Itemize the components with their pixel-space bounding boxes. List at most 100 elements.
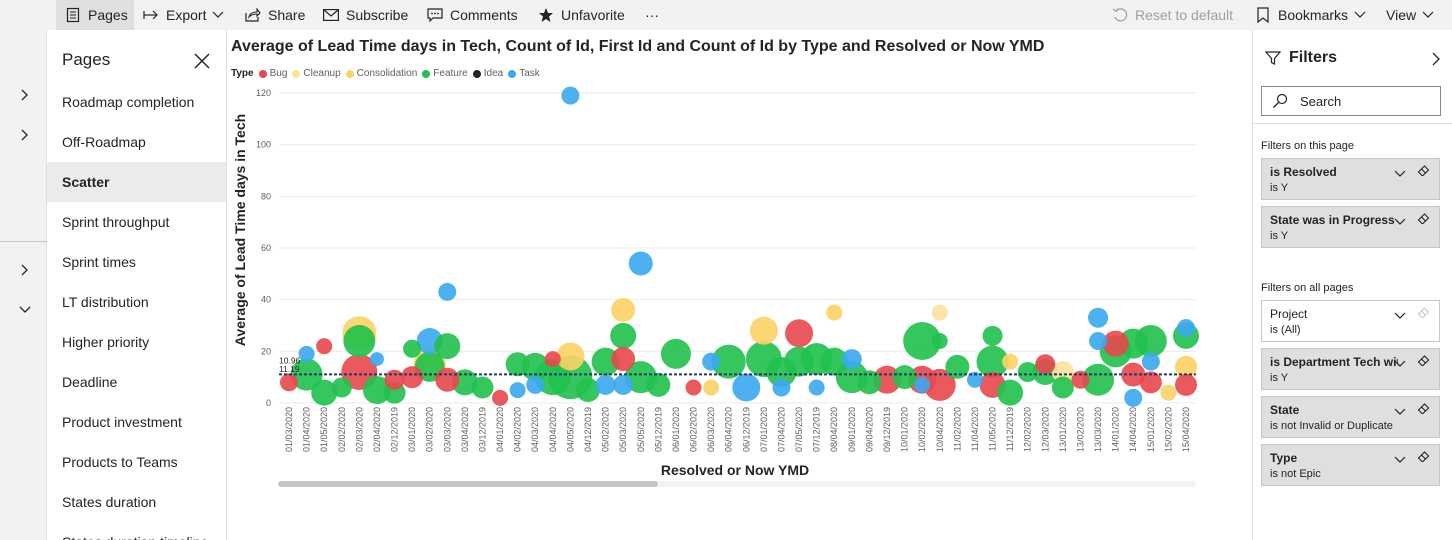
data-point[interactable]: [613, 374, 634, 395]
legend-entry[interactable]: Feature: [422, 68, 468, 79]
data-point[interactable]: [749, 316, 778, 345]
data-point[interactable]: [611, 347, 636, 372]
data-point[interactable]: [685, 379, 702, 396]
data-point[interactable]: [1051, 376, 1074, 399]
data-point[interactable]: [435, 367, 460, 392]
data-point[interactable]: [576, 378, 600, 403]
share-button[interactable]: Share: [244, 0, 305, 30]
chevron-down-icon[interactable]: [1394, 451, 1406, 463]
eraser-icon[interactable]: [1417, 164, 1430, 177]
export-button[interactable]: Export: [142, 0, 224, 30]
data-point[interactable]: [808, 379, 825, 396]
data-point[interactable]: [505, 352, 530, 377]
collapse-filters-button[interactable]: [1431, 52, 1445, 66]
data-point[interactable]: [1124, 388, 1143, 407]
subscribe-button[interactable]: Subscribe: [322, 0, 408, 30]
page-item[interactable]: Sprint times: [62, 254, 136, 270]
data-point[interactable]: [784, 346, 815, 377]
filter-card[interactable]: Type is not Epic: [1261, 444, 1440, 486]
eraser-icon[interactable]: [1417, 306, 1430, 319]
data-point[interactable]: [660, 338, 691, 369]
filter-card[interactable]: State was in Progress is Y: [1261, 206, 1440, 248]
data-point[interactable]: [311, 379, 338, 406]
page-item[interactable]: States duration timeline: [47, 522, 226, 540]
data-point[interactable]: [646, 372, 671, 397]
page-item[interactable]: Higher priority: [62, 334, 150, 350]
data-point[interactable]: [997, 379, 1024, 406]
data-point[interactable]: [280, 373, 298, 392]
data-point[interactable]: [1175, 355, 1197, 378]
data-point[interactable]: [976, 345, 1009, 378]
data-point[interactable]: [610, 322, 637, 349]
expand-workspace-button[interactable]: [17, 262, 33, 278]
filter-card[interactable]: is Department Tech with is Y: [1261, 348, 1440, 390]
data-point[interactable]: [966, 371, 983, 388]
chevron-down-icon[interactable]: [1394, 307, 1406, 319]
chevron-down-icon[interactable]: [1394, 403, 1406, 415]
chevron-down-icon[interactable]: [1394, 213, 1406, 225]
data-point[interactable]: [903, 322, 942, 360]
data-point[interactable]: [1051, 361, 1074, 383]
data-point[interactable]: [703, 379, 720, 396]
data-point[interactable]: [982, 325, 1003, 346]
eraser-icon[interactable]: [1417, 450, 1430, 463]
legend-entry[interactable]: Cleanup: [292, 68, 341, 79]
data-point[interactable]: [1160, 384, 1177, 401]
view-button[interactable]: View: [1386, 0, 1434, 30]
legend-entry[interactable]: Task: [508, 68, 540, 79]
page-item[interactable]: Off-Roadmap: [62, 134, 146, 150]
horizontal-scrollbar[interactable]: [278, 481, 1196, 487]
data-point[interactable]: [857, 370, 882, 395]
data-point[interactable]: [298, 345, 315, 362]
page-item[interactable]: Roadmap completion: [62, 94, 195, 110]
page-item[interactable]: Sprint throughput: [62, 214, 170, 230]
data-point[interactable]: [711, 344, 746, 379]
page-item[interactable]: States duration: [62, 494, 157, 510]
data-point[interactable]: [892, 365, 917, 390]
data-point[interactable]: [611, 298, 636, 322]
filters-search-input[interactable]: Search: [1261, 86, 1441, 116]
collapse-workspace-button[interactable]: [17, 302, 33, 318]
data-point[interactable]: [1121, 362, 1146, 387]
data-point[interactable]: [526, 375, 545, 394]
reset-to-default-button[interactable]: Reset to default: [1111, 0, 1233, 30]
chevron-down-icon[interactable]: [1394, 355, 1406, 367]
data-point[interactable]: [1088, 307, 1109, 328]
data-point[interactable]: [820, 347, 849, 376]
eraser-icon[interactable]: [1417, 212, 1430, 225]
data-point[interactable]: [438, 282, 457, 301]
close-pages-button[interactable]: [193, 52, 211, 70]
eraser-icon[interactable]: [1417, 402, 1430, 415]
data-point[interactable]: [931, 333, 948, 349]
page-item[interactable]: LT distribution: [62, 294, 149, 310]
data-point[interactable]: [401, 366, 424, 389]
data-point[interactable]: [1089, 332, 1108, 350]
chevron-down-icon[interactable]: [1394, 165, 1406, 177]
page-item[interactable]: Deadline: [62, 374, 118, 390]
data-point[interactable]: [403, 339, 422, 358]
data-point[interactable]: [544, 351, 561, 368]
data-point[interactable]: [1141, 352, 1160, 371]
legend-entry[interactable]: Bug: [258, 68, 287, 79]
data-point[interactable]: [1082, 363, 1115, 396]
page-item[interactable]: Products to Teams: [62, 454, 178, 470]
expand-nav-button[interactable]: [17, 87, 33, 103]
data-point[interactable]: [826, 304, 843, 321]
filter-card[interactable]: is Resolved is Y: [1261, 158, 1440, 200]
data-point[interactable]: [1102, 330, 1129, 357]
data-point[interactable]: [331, 377, 352, 398]
expand-section-button[interactable]: [17, 127, 33, 143]
legend-entry[interactable]: Idea: [472, 68, 503, 79]
data-point[interactable]: [509, 382, 526, 399]
bookmarks-button[interactable]: Bookmarks: [1254, 0, 1366, 30]
data-point[interactable]: [785, 319, 814, 348]
unfavorite-button[interactable]: Unfavorite: [537, 0, 625, 30]
data-point[interactable]: [931, 304, 948, 321]
data-point[interactable]: [362, 376, 391, 405]
data-point[interactable]: [1035, 354, 1056, 375]
eraser-icon[interactable]: [1417, 354, 1430, 367]
data-point[interactable]: [628, 251, 653, 276]
filter-card[interactable]: State is not Invalid or Duplicate: [1261, 396, 1440, 438]
data-point[interactable]: [369, 352, 384, 367]
data-point[interactable]: [556, 342, 585, 371]
